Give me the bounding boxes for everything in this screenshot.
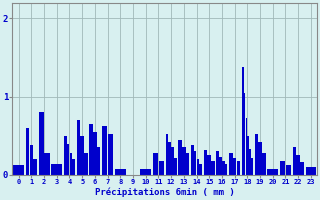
Bar: [306, 167, 316, 175]
Bar: [242, 67, 244, 175]
Bar: [39, 112, 44, 175]
Bar: [300, 162, 304, 175]
Bar: [258, 142, 262, 175]
Bar: [222, 161, 225, 175]
Bar: [247, 136, 249, 175]
Bar: [153, 153, 158, 175]
Bar: [67, 144, 69, 175]
Bar: [268, 169, 278, 175]
Bar: [249, 149, 251, 175]
Bar: [93, 132, 97, 175]
Bar: [89, 124, 93, 175]
Bar: [244, 93, 245, 175]
Bar: [199, 164, 202, 175]
Bar: [211, 161, 215, 175]
Bar: [44, 153, 50, 175]
Bar: [216, 151, 219, 175]
Bar: [219, 157, 222, 175]
Bar: [140, 169, 151, 175]
Bar: [207, 155, 211, 175]
Bar: [191, 145, 194, 175]
Bar: [168, 142, 171, 175]
Bar: [115, 169, 126, 175]
Bar: [13, 165, 24, 175]
Bar: [80, 136, 84, 175]
Bar: [84, 153, 88, 175]
Bar: [262, 153, 266, 175]
Bar: [166, 134, 168, 175]
Bar: [280, 161, 285, 175]
Bar: [102, 126, 108, 175]
Bar: [77, 120, 80, 175]
Bar: [204, 150, 207, 175]
Bar: [52, 164, 62, 175]
Bar: [26, 128, 29, 175]
Bar: [254, 134, 258, 175]
Bar: [158, 161, 164, 175]
Bar: [108, 134, 113, 175]
Bar: [182, 147, 186, 175]
Bar: [186, 153, 189, 175]
Bar: [72, 159, 75, 175]
Bar: [296, 155, 300, 175]
Bar: [69, 153, 72, 175]
Bar: [286, 165, 291, 175]
Bar: [251, 158, 253, 175]
Bar: [225, 164, 228, 175]
Bar: [30, 145, 33, 175]
Bar: [293, 147, 296, 175]
Bar: [194, 151, 196, 175]
Bar: [171, 147, 174, 175]
Bar: [178, 140, 182, 175]
Bar: [33, 159, 37, 175]
Bar: [64, 136, 67, 175]
Bar: [233, 158, 236, 175]
Bar: [245, 118, 247, 175]
Bar: [236, 161, 240, 175]
Bar: [97, 147, 100, 175]
Bar: [196, 159, 199, 175]
X-axis label: Précipitations 6min ( mm ): Précipitations 6min ( mm ): [95, 188, 235, 197]
Bar: [229, 153, 233, 175]
Bar: [174, 158, 177, 175]
